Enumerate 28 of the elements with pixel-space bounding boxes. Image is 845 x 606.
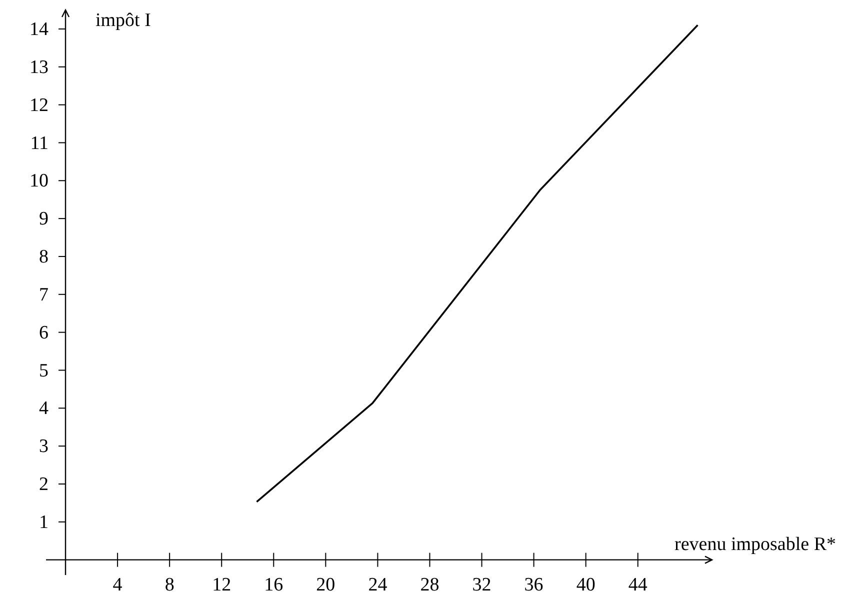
x-tick-label: 4: [112, 574, 123, 596]
y-tick-label: 4: [39, 398, 50, 420]
y-tick-label: 10: [30, 170, 49, 192]
y-tick-label: 9: [39, 208, 49, 230]
y-tick-label: 5: [39, 360, 49, 382]
y-tick-label: 14: [30, 19, 50, 40]
x-tick-label: 16: [264, 574, 284, 596]
x-tick-label: 40: [576, 574, 596, 596]
y-tick-label: 7: [39, 284, 49, 306]
y-tick-label: 8: [39, 246, 49, 268]
x-tick-label: 32: [472, 574, 492, 596]
y-tick-label: 1: [39, 512, 49, 533]
y-axis-title: impôt I: [96, 10, 151, 31]
x-tick-label: 36: [524, 574, 544, 596]
y-tick-label: 6: [39, 322, 49, 344]
x-axis-title: revenu imposable R*: [674, 534, 836, 555]
y-tick-label: 2: [39, 474, 49, 496]
x-tick-label: 20: [316, 574, 336, 596]
y-tick-label: 13: [30, 56, 49, 78]
x-tick-label: 12: [212, 574, 232, 596]
y-tick-label: 3: [39, 436, 49, 458]
x-tick-label: 28: [420, 574, 440, 596]
y-tick-label: 11: [30, 132, 49, 154]
x-tick-label: 24: [368, 574, 388, 596]
x-tick-label: 44: [628, 574, 648, 596]
x-tick-label: 8: [164, 574, 174, 596]
line-series: [256, 24, 699, 503]
y-tick-label: 12: [30, 94, 49, 116]
